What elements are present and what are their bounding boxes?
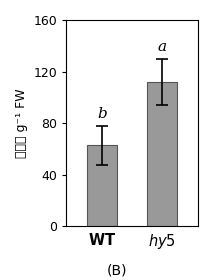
Text: b: b — [97, 107, 107, 121]
Bar — [87, 145, 117, 227]
Bar — [147, 82, 177, 227]
Y-axis label: 根结数 g⁻¹ FW: 根结数 g⁻¹ FW — [15, 88, 28, 158]
Text: (B): (B) — [107, 263, 127, 277]
Text: a: a — [158, 39, 167, 53]
